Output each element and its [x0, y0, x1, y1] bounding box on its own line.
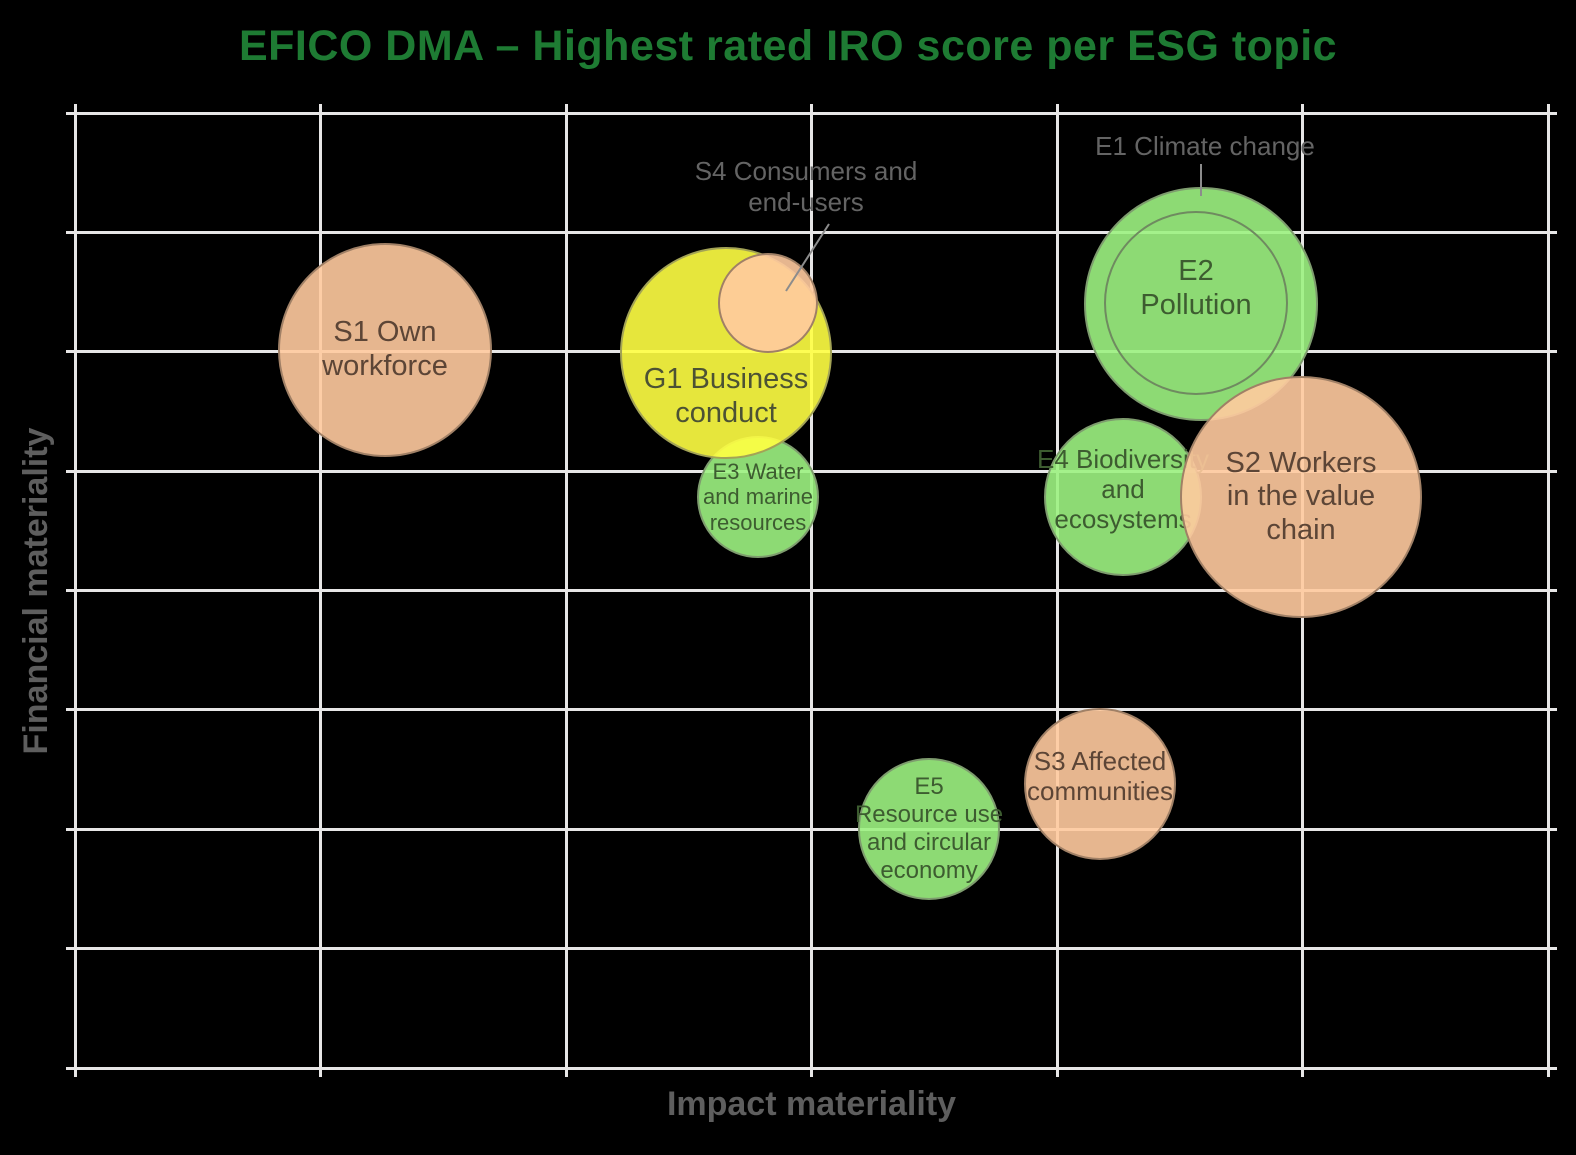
grid-line-horizontal	[66, 708, 1557, 712]
x-axis-label: Impact materiality	[666, 1085, 957, 1123]
bubble-label-line: in the value	[1226, 480, 1376, 513]
grid-line-horizontal	[66, 1066, 1557, 1070]
bubble-label-line: S1 Own	[333, 316, 437, 349]
grid-line-horizontal	[66, 947, 1557, 951]
bubble-label-line: E4 Biodiversity	[1037, 443, 1209, 474]
bubble-label-line: ecosystems	[1054, 504, 1192, 535]
bubble-label-line: economy	[880, 856, 978, 884]
bubble-label-line: G1 Business	[643, 363, 809, 396]
y-axis-label: Financial materiality	[17, 427, 55, 755]
bubble-label-line: E2	[1178, 255, 1214, 288]
bubble-e5: E5 Resource use and circular economy	[855, 758, 1003, 900]
bubble-label-line: S2 Workers	[1225, 446, 1377, 479]
bubble-label-line: communities	[1027, 776, 1173, 806]
grid-line-horizontal	[66, 230, 1557, 234]
chart-title: EFICO DMA – Highest rated IRO score per …	[238, 22, 1338, 70]
bubble-label-s1: S1 Own workforce	[322, 316, 448, 383]
bubble-label-line: E3 Water	[712, 458, 804, 484]
annotation-line-text: E1 Climate change	[1095, 130, 1315, 161]
bubble-label-line: Resource use	[854, 801, 1004, 829]
bubble-label-e3: E3 Water and marine resources	[703, 459, 813, 536]
bubble-label-line: Pollution	[1140, 289, 1252, 321]
grid-line-horizontal	[66, 111, 1557, 115]
bubble-label-line: E5	[914, 773, 944, 801]
bubble-e4: E4 Biodiversity and ecosystems	[1037, 418, 1209, 576]
bubble-label-line: S3 Affected	[1033, 745, 1167, 776]
bubble-s4	[718, 253, 818, 353]
annotation-e1-label: E1 Climate change	[955, 131, 1455, 162]
bubble-e2: E2 Pollution	[1104, 211, 1288, 395]
bubble-label-line: and marine	[702, 484, 814, 510]
bubble-label-e4: E4 Biodiversity and ecosystems	[1037, 444, 1209, 534]
bubble-label-line: chain	[1266, 513, 1336, 546]
bubble-label-line: conduct	[675, 397, 777, 429]
bubble-s1: S1 Own workforce	[278, 243, 492, 457]
annotation-line-text: S4 Consumers and	[694, 156, 918, 186]
plot-area: E3 Water and marine resources G1 Business co…	[66, 104, 1557, 1077]
bubble-label-e2: E2 Pollution	[1140, 255, 1251, 322]
bubble-label-s3: S3 Affected communities	[1027, 746, 1173, 806]
bubble-label-line: resources	[709, 509, 807, 535]
annotation-line-text: end-users	[748, 187, 864, 217]
annotation-s4-label: S4 Consumers and end-users	[556, 156, 1056, 218]
bubble-label-s2: S2 Workers in the value chain	[1226, 447, 1377, 548]
bubble-label-e5: E5 Resource use and circular economy	[855, 773, 1003, 884]
bubble-label-line: workforce	[322, 350, 448, 382]
bubble-label-line: and circular	[866, 829, 992, 856]
grid-line-horizontal	[66, 589, 1557, 592]
bubble-label-g1: G1 Business conduct	[644, 363, 808, 430]
bubble-s3: S3 Affected communities	[1024, 708, 1176, 860]
grid-line-horizontal	[66, 827, 1557, 831]
bubble-e3: E3 Water and marine resources	[697, 436, 819, 558]
bubble-label-line: and	[1101, 473, 1145, 504]
bubble-s2: S2 Workers in the value chain	[1180, 376, 1422, 618]
